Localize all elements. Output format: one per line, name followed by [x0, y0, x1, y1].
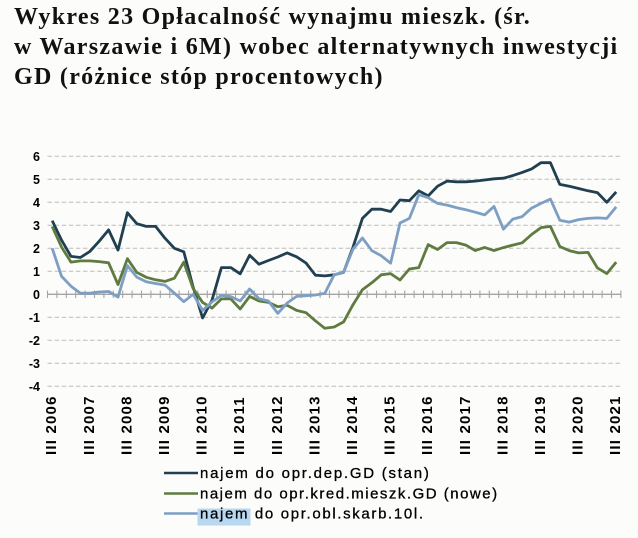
svg-text:3: 3	[33, 219, 40, 233]
svg-text:III 2016: III 2016	[419, 395, 436, 455]
svg-text:najem do opr.dep.GD (stan): najem do opr.dep.GD (stan)	[200, 465, 431, 482]
svg-text:III 2014: III 2014	[344, 395, 361, 455]
svg-text:najem do opr.kred.mieszk.GD (n: najem do opr.kred.mieszk.GD (nowe)	[200, 486, 499, 503]
svg-text:III 2020: III 2020	[570, 395, 587, 455]
svg-text:III 2019: III 2019	[532, 395, 549, 455]
svg-text:2: 2	[33, 242, 40, 256]
svg-text:1: 1	[33, 265, 40, 279]
svg-text:5: 5	[33, 173, 40, 187]
svg-text:III 2017: III 2017	[457, 395, 474, 455]
svg-text:III 2007: III 2007	[81, 395, 98, 455]
svg-text:III 2010: III 2010	[194, 395, 211, 455]
svg-text:najem do opr.obl.skarb.10l.: najem do opr.obl.skarb.10l.	[200, 506, 425, 523]
svg-text:-2: -2	[29, 334, 40, 348]
svg-text:4: 4	[33, 196, 40, 210]
svg-text:III 2008: III 2008	[118, 395, 135, 455]
svg-text:III 2006: III 2006	[43, 395, 60, 455]
svg-text:III 2012: III 2012	[269, 395, 286, 455]
svg-text:-3: -3	[29, 357, 40, 371]
svg-text:III 2018: III 2018	[494, 395, 511, 455]
svg-text:III 2015: III 2015	[382, 395, 399, 455]
svg-text:0: 0	[33, 288, 40, 302]
svg-text:III 2009: III 2009	[156, 395, 173, 455]
svg-text:-1: -1	[29, 311, 40, 325]
svg-text:6: 6	[33, 150, 40, 164]
svg-text:III 2011: III 2011	[231, 396, 248, 455]
svg-text:-4: -4	[29, 380, 40, 394]
svg-text:III 2021: III 2021	[607, 395, 624, 455]
svg-text:III 2013: III 2013	[306, 395, 323, 455]
